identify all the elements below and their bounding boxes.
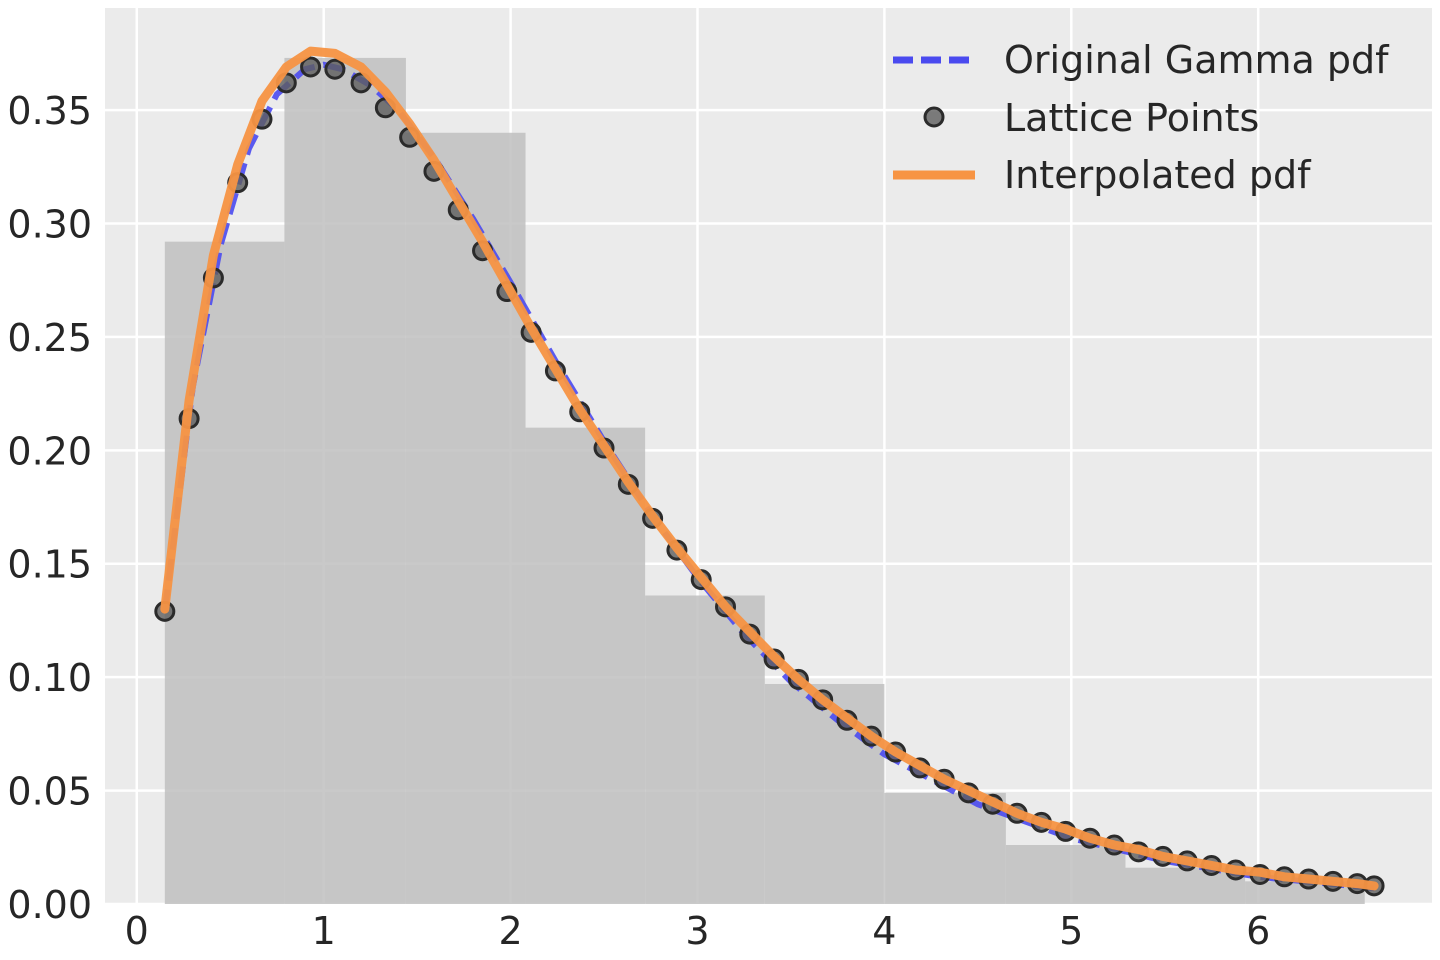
y-tick-label: 0.30	[7, 202, 92, 246]
y-tick-label: 0.15	[7, 543, 92, 587]
histogram	[164, 57, 1365, 904]
x-tick-label: 1	[312, 909, 336, 953]
lattice-point	[324, 58, 346, 80]
series-layer	[154, 46, 1385, 897]
x-tick-label: 5	[1059, 909, 1083, 953]
y-tick-label: 0.00	[7, 883, 92, 927]
legend-interpolated-label: Interpolated pdf	[1004, 153, 1312, 197]
y-tick-label: 0.25	[7, 316, 92, 360]
legend: Original Gamma pdf Lattice Points Interp…	[893, 38, 1390, 197]
y-tick-label: 0.05	[7, 770, 92, 814]
lattice-point	[300, 56, 322, 78]
histogram-bar	[164, 241, 285, 904]
histogram-bar	[284, 57, 406, 904]
x-tick-label: 3	[685, 909, 709, 953]
lattice-point	[350, 72, 372, 94]
histogram-bar	[645, 595, 765, 904]
histogram-bar	[764, 683, 885, 904]
y-tick-label: 0.35	[7, 89, 92, 133]
legend-lattice-label: Lattice Points	[1004, 96, 1259, 140]
series-interpolated-pdf-line	[160, 46, 1379, 891]
y-tick-label: 0.10	[7, 656, 92, 700]
histogram-bar	[525, 427, 646, 904]
legend-lattice-marker	[923, 106, 945, 128]
legend-gamma-label: Original Gamma pdf	[1004, 38, 1390, 82]
histogram-bar	[1125, 867, 1246, 904]
x-tick-label: 2	[498, 909, 522, 953]
x-tick-label: 6	[1246, 909, 1270, 953]
x-axis-ticks: 0 1 2 3 4 5 6	[125, 909, 1271, 953]
x-tick-label: 0	[125, 909, 149, 953]
histogram-bar	[1005, 845, 1126, 904]
y-axis-ticks: 0.00 0.05 0.10 0.15 0.20 0.25 0.30 0.35	[7, 89, 92, 927]
histogram-bar	[405, 132, 526, 904]
y-tick-label: 0.20	[7, 429, 92, 473]
x-tick-label: 4	[872, 909, 896, 953]
